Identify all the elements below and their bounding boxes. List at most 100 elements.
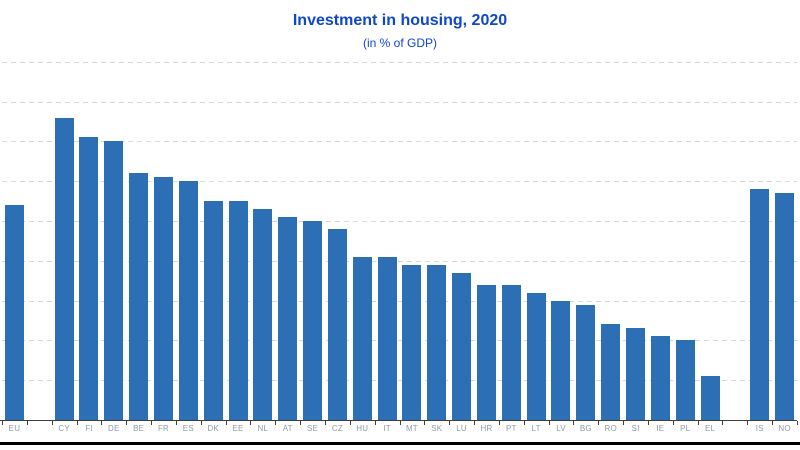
x-axis-tick [2,421,3,425]
x-axis-tick [250,421,252,425]
gridline [2,141,797,143]
x-axis-label-AT: AT [282,424,293,433]
x-axis-label-EE: EE [232,424,244,433]
gridline [2,221,797,222]
chart-subtitle: (in % of GDP) [362,36,437,50]
x-axis-tick [126,421,128,425]
x-axis-label-NL: NL [257,424,269,433]
x-axis-label-NO: NO [778,424,791,433]
x-axis-tick [797,421,798,425]
x-axis-tick [474,421,476,425]
bar-HU [352,256,372,420]
x-axis-tick [374,421,376,425]
bar-IT [377,256,397,420]
x-axis-label-DK: DK [207,424,219,433]
x-axis-label-FI: FI [85,424,93,433]
x-axis-label-MT: MT [405,424,418,433]
chart-title: Investment in housing, 2020 [292,12,508,29]
x-axis-label-BE: BE [133,424,145,433]
x-axis-tick [349,421,351,425]
x-axis-label-EU: EU [8,424,21,433]
x-axis-tick [399,421,401,425]
bar-EU [4,205,24,420]
x-axis-label-SK: SK [431,424,443,433]
x-axis-label-PT: PT [505,424,517,433]
gridline [2,340,797,342]
bar-SE [303,221,323,420]
x-axis-tick [449,421,451,425]
x-axis-tick [623,421,625,425]
bar-MT [402,264,422,420]
x-axis-label-RO: RO [604,424,617,433]
x-axis-label-LV: LV [556,424,566,433]
x-axis-label-IT: IT [383,424,391,433]
x-axis-label-BG: BG [579,424,592,433]
gridline [2,101,797,103]
bar-LV [551,300,571,420]
x-axis-label-EL: EL [704,424,716,433]
x-axis-tick [548,421,550,425]
x-axis-tick [324,421,326,425]
x-axis-tick [175,421,177,425]
bar-IS [750,189,770,420]
x-axis-tick [747,421,749,425]
x-axis-label-CY: CY [58,424,70,433]
bar-BE [129,173,149,420]
bar-BG [576,304,596,420]
x-axis-label-HU: HU [356,424,369,433]
bar-SK [427,264,447,420]
x-axis-tick [51,421,53,425]
bar-DE [104,141,124,420]
gridline [2,300,797,302]
x-axis-tick [76,421,78,425]
x-axis-tick [26,421,28,425]
x-axis [0,420,797,421]
x-axis-label-FR: FR [157,424,170,433]
x-axis-label-IS: IS [755,424,764,433]
bar-NL [253,209,273,420]
x-axis-tick [573,421,575,425]
bar-FR [153,177,173,420]
bar-NO [775,193,795,420]
x-axis-tick [300,421,302,425]
x-axis-label-PL: PL [680,424,691,433]
gridline [2,260,797,262]
gridline [2,380,797,382]
x-axis-label-IE: IE [656,424,665,433]
bar-EL [700,376,720,420]
bar-HR [476,284,496,420]
x-axis-label-SE: SE [307,424,319,433]
bar-PL [675,340,695,420]
bar-IE [650,336,670,420]
x-axis-tick [598,421,600,425]
bar-ES [178,181,198,420]
x-axis-label-ES: ES [182,424,194,433]
bar-SI [626,328,646,420]
bar-PT [501,284,521,420]
x-axis-tick [523,421,525,425]
x-axis-label-CZ: CZ [331,424,343,433]
bar-LT [526,292,546,420]
gridline [2,61,797,63]
x-axis-label-LT: LT [531,424,541,433]
x-axis-tick [647,421,649,425]
x-axis-tick [275,421,277,425]
gridline [2,181,797,183]
x-axis-tick [101,421,103,425]
bar-AT [278,217,298,420]
x-axis-tick [772,421,774,425]
x-axis-tick [151,421,153,425]
bar-CZ [327,228,347,420]
x-axis-label-LU: LU [456,424,467,433]
bar-EE [228,201,248,420]
bar-CY [54,117,74,420]
x-axis-label-HR: HR [480,424,493,433]
x-axis-label-DE: DE [108,424,120,433]
x-axis-tick [498,421,500,425]
bar-LU [452,272,472,420]
x-axis-tick [200,421,202,425]
bar-DK [203,201,223,420]
bar-RO [601,324,621,420]
x-axis-tick [722,421,724,425]
